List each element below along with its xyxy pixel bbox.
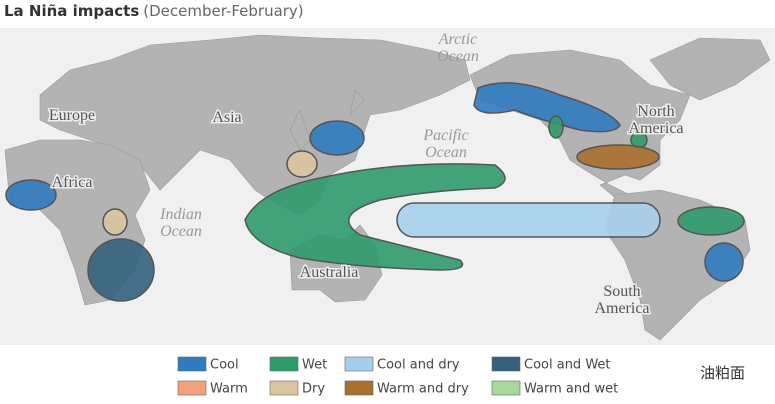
- legend-swatch: [269, 380, 299, 396]
- title: La Niña impacts (December-February): [4, 2, 304, 20]
- impact-area: [87, 238, 155, 302]
- impact-area: [704, 242, 744, 282]
- legend-label: Dry: [302, 382, 325, 397]
- map-label: Ocean: [437, 48, 479, 65]
- map-label: America: [628, 120, 683, 137]
- map-label: North: [637, 103, 674, 120]
- impact-area: [576, 144, 660, 170]
- legend-label: Cool and Wet: [524, 358, 611, 373]
- impact-areas: [5, 82, 745, 302]
- impact-area: [396, 202, 661, 238]
- greenland: [649, 37, 771, 101]
- legend-label: Warm: [210, 382, 248, 397]
- legend: Cool Warm Wet Dry Cool and dry Warm and dry Co…: [177, 356, 618, 397]
- impact-area: [102, 208, 128, 236]
- map-label: Africa: [52, 174, 93, 191]
- title-main: La Niña impacts: [4, 2, 139, 20]
- legend-label: Cool: [210, 358, 239, 373]
- impact-area: [548, 115, 564, 139]
- map-label: Ocean: [160, 223, 202, 240]
- legend-label: Warm and dry: [377, 382, 469, 397]
- watermark: 油粕面: [700, 364, 745, 382]
- impact-area: [309, 120, 365, 156]
- map-label: Australia: [300, 264, 359, 281]
- map-labels: ArcticOceanPacificOceanIndianOceanEurope…: [47, 31, 685, 319]
- impact-area: [244, 163, 506, 271]
- legend-label: Warm and wet: [524, 382, 618, 397]
- legend-swatch: [269, 356, 299, 372]
- legend-label: Cool and dry: [377, 358, 460, 373]
- map-label: Europe: [49, 107, 95, 124]
- legend-swatch: [344, 380, 374, 396]
- map-label: America: [594, 300, 649, 317]
- map-label: Asia: [212, 109, 241, 126]
- impact-area: [5, 179, 57, 211]
- impact-area: [473, 82, 621, 133]
- title-sub: (December-February): [143, 2, 303, 20]
- impact-area: [677, 206, 745, 236]
- impact-area: [286, 150, 318, 178]
- legend-swatch: [491, 356, 521, 372]
- legend-swatch: [491, 380, 521, 396]
- legend-swatch: [344, 356, 374, 372]
- legend-label: Wet: [302, 358, 327, 373]
- map-label: Indian: [159, 206, 202, 223]
- map-label: Pacific: [422, 127, 468, 144]
- map-label: Arctic: [438, 31, 478, 48]
- legend-swatch: [177, 356, 207, 372]
- legend-swatch: [177, 380, 207, 396]
- map-label: South: [603, 283, 640, 300]
- map-label: Ocean: [425, 144, 467, 161]
